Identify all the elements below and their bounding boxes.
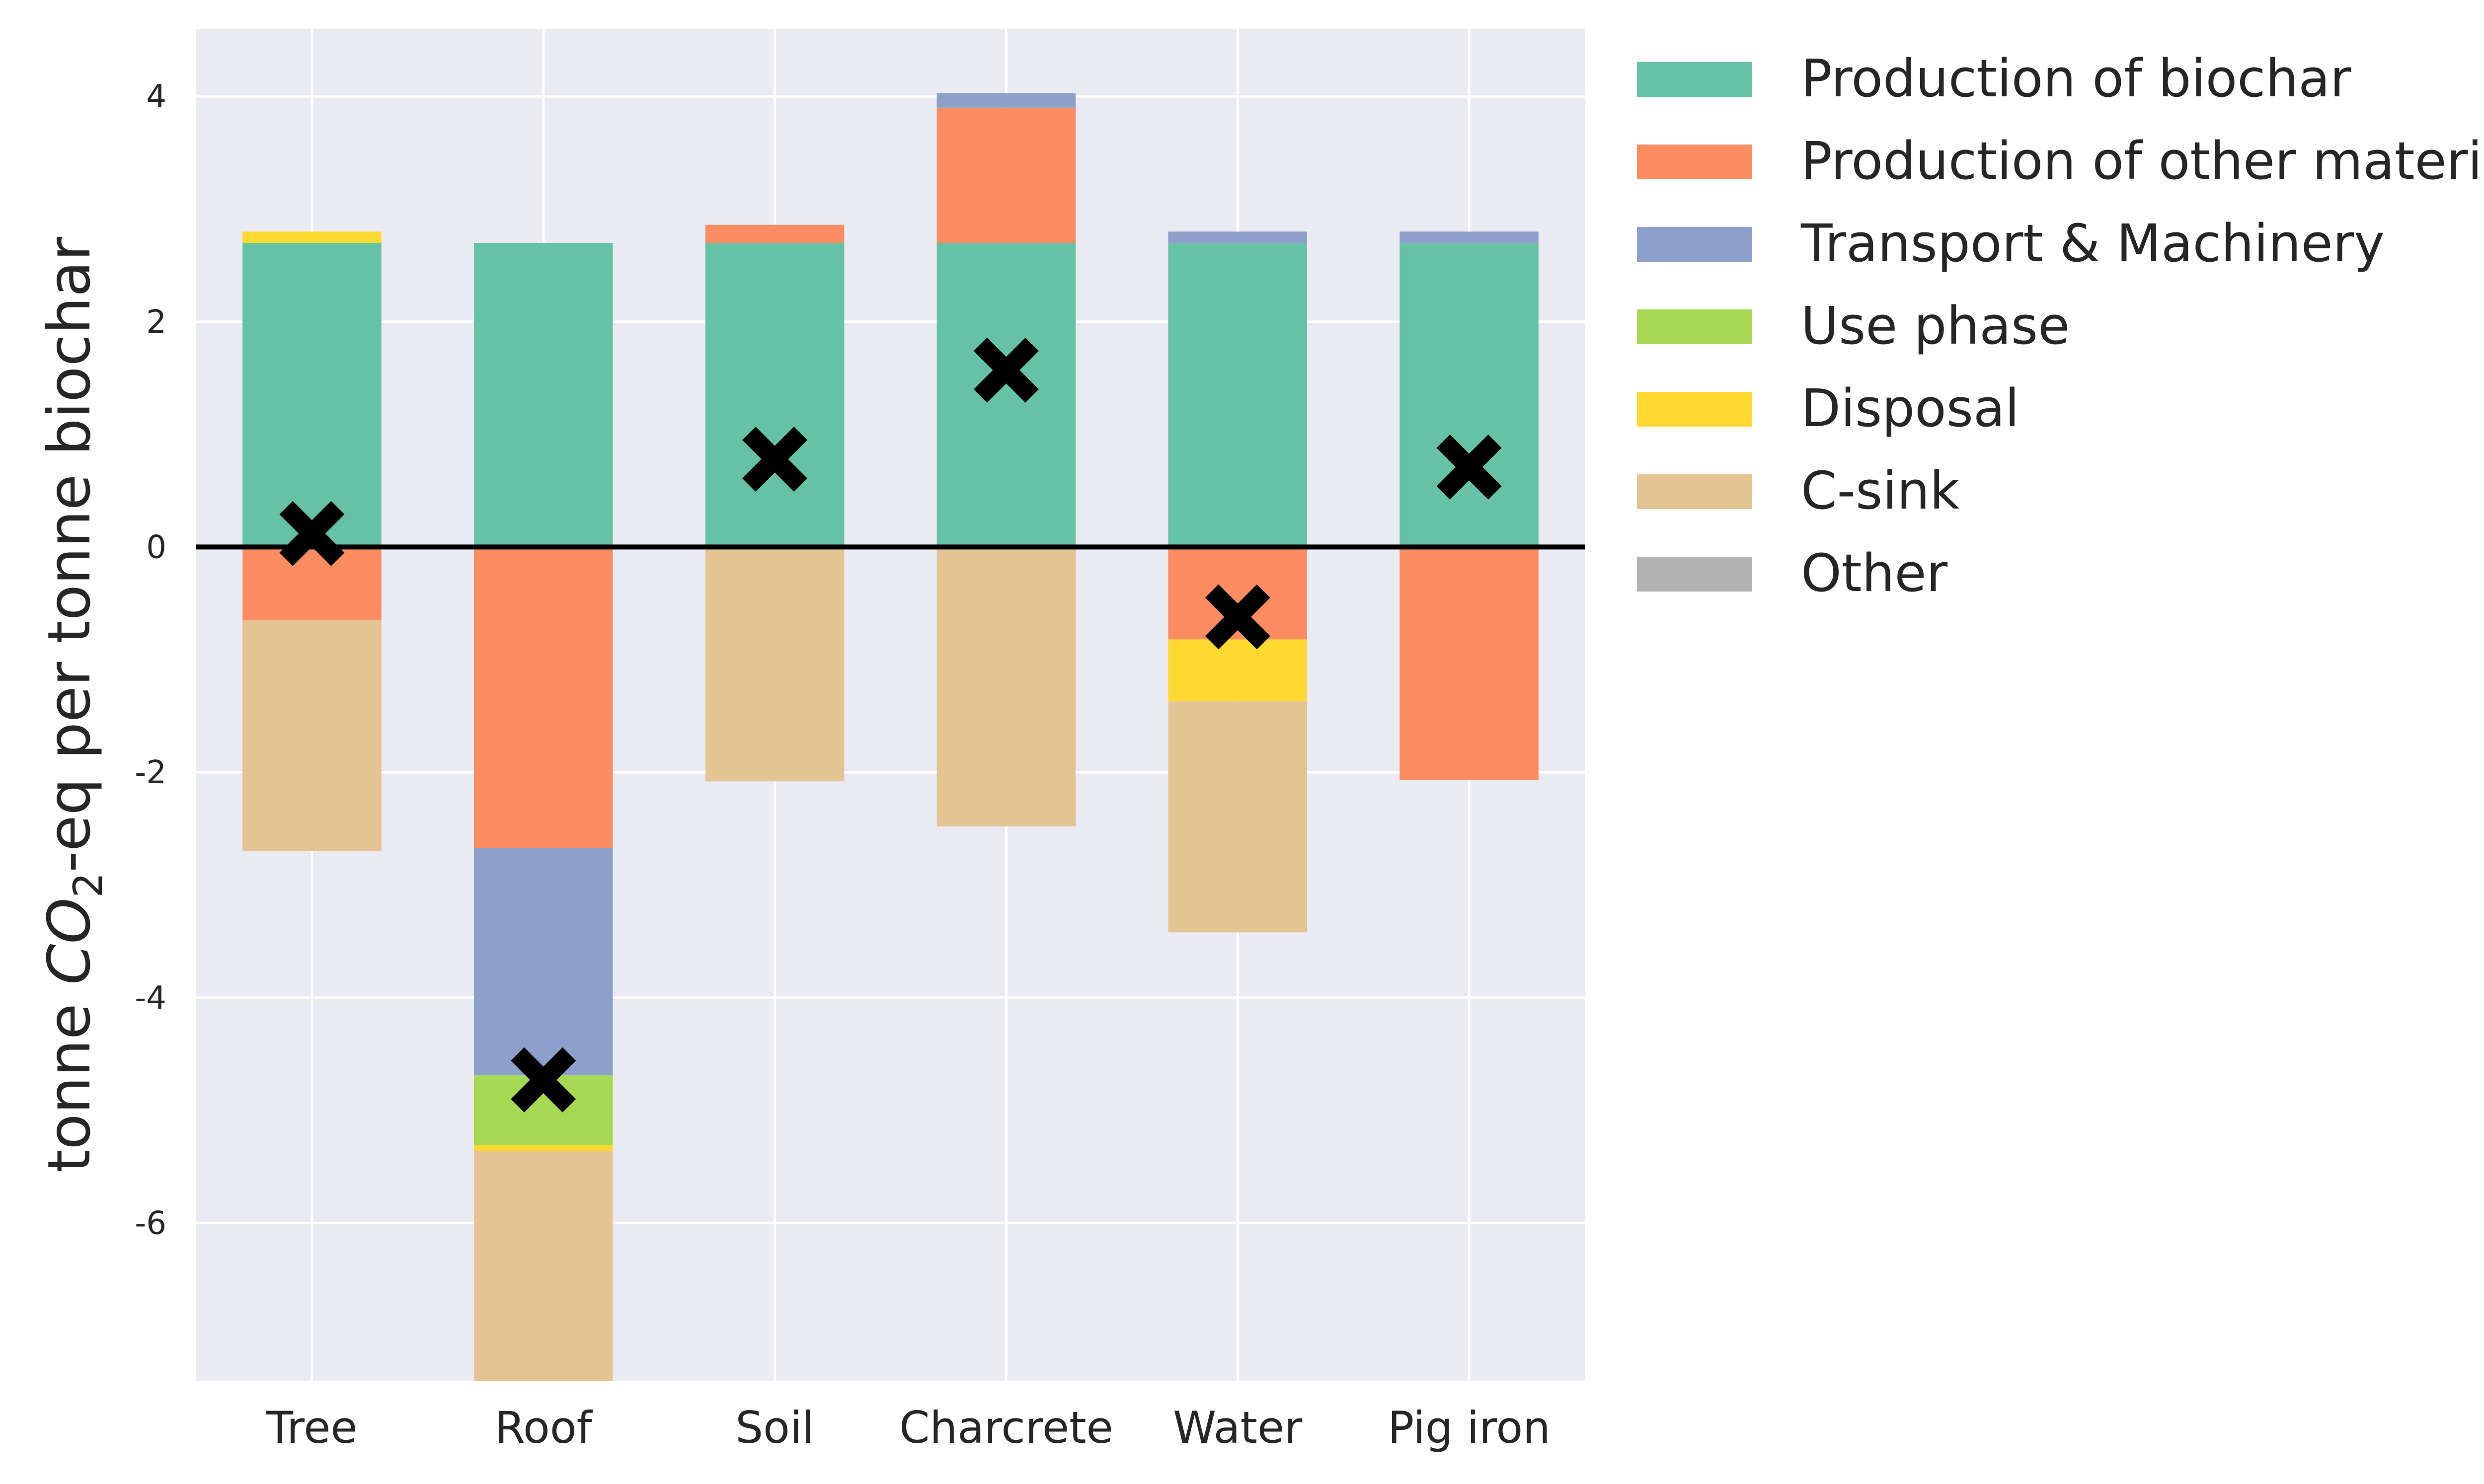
y-tick-label: -2 xyxy=(135,754,166,791)
bars xyxy=(242,93,1539,1381)
bar-segment xyxy=(242,547,382,620)
legend-label: Production of biochar xyxy=(1801,48,2351,109)
legend-swatch xyxy=(1637,62,1752,97)
net-marker xyxy=(511,1047,576,1113)
y-axis-label-suffix: -eq per tonne biochar xyxy=(35,237,103,873)
bar-segment xyxy=(705,547,845,782)
y-tick-label: -6 xyxy=(135,1205,166,1242)
bar-segment xyxy=(474,1145,613,1151)
x-tick-label: Pig iron xyxy=(1388,1402,1551,1453)
legend-item: Transport & Machinery xyxy=(1637,213,2385,274)
bar-segment xyxy=(936,547,1076,826)
legend-item: C-sink xyxy=(1637,460,1959,521)
x-tick-labels: Tree Roof Soil Charcrete Water Pig iron xyxy=(266,1402,1551,1453)
bar-segment xyxy=(936,242,1076,547)
legend-item: Production of other materials xyxy=(1637,131,2484,191)
bar-segment xyxy=(1168,231,1307,243)
net-marker xyxy=(742,427,808,492)
bar-segment xyxy=(936,107,1076,243)
y-tick-label: 2 xyxy=(146,304,166,341)
y-tick-label: 4 xyxy=(146,78,166,115)
legend: Production of biochar Production of other… xyxy=(1637,48,2484,603)
bar-segment xyxy=(474,547,613,848)
bar-segment xyxy=(1168,701,1307,933)
legend-swatch xyxy=(1637,474,1752,509)
legend-item: Other xyxy=(1637,543,1948,603)
bar-segment xyxy=(1168,242,1307,547)
x-tick-label: Charcrete xyxy=(899,1402,1113,1453)
y-axis-label-subscript: 2 xyxy=(65,873,111,898)
bar-segment xyxy=(1399,231,1539,243)
legend-item: Production of biochar xyxy=(1637,48,2351,109)
bar-segment xyxy=(936,93,1076,108)
bar-segment xyxy=(474,242,613,547)
bar-segment xyxy=(1399,547,1539,780)
y-tick-label: -4 xyxy=(135,980,166,1017)
legend-label: Production of other materials xyxy=(1801,131,2484,191)
legend-label: Disposal xyxy=(1801,378,2019,439)
bar-segment xyxy=(242,231,382,243)
legend-swatch xyxy=(1637,557,1752,592)
legend-swatch xyxy=(1637,227,1752,262)
legend-swatch xyxy=(1637,309,1752,344)
bar-segment xyxy=(474,848,613,1076)
plot-background xyxy=(196,29,1585,1381)
legend-label: C-sink xyxy=(1801,460,1959,521)
legend-swatch xyxy=(1637,392,1752,427)
legend-label: Other xyxy=(1801,543,1948,603)
net-marker xyxy=(279,501,345,566)
legend-label: Use phase xyxy=(1801,296,2070,356)
bar-segment xyxy=(242,242,382,547)
legend-label: Transport & Machinery xyxy=(1800,213,2385,274)
x-tick-label: Roof xyxy=(495,1402,593,1453)
legend-item: Disposal xyxy=(1637,378,2019,439)
legend-swatch xyxy=(1637,145,1752,179)
bar-segment xyxy=(705,224,845,243)
x-tick-label: Soil xyxy=(735,1402,814,1453)
y-axis-label-italic: CO xyxy=(35,898,103,985)
x-tick-label: Tree xyxy=(266,1402,357,1453)
bar-segment xyxy=(474,1151,613,1381)
net-marker xyxy=(973,337,1039,403)
net-marker xyxy=(1436,434,1502,500)
legend-item: Use phase xyxy=(1637,296,2070,356)
y-tick-labels: 4 2 0 -2 -4 -6 xyxy=(135,78,166,1242)
y-axis-label: tonne CO2-eq per tonne biochar xyxy=(35,237,111,1173)
bar-segment xyxy=(1399,242,1539,547)
bar-segment xyxy=(705,242,845,547)
bar-segment xyxy=(1168,639,1307,702)
x-tick-label: Water xyxy=(1173,1402,1303,1453)
net-markers xyxy=(279,337,1502,1113)
net-marker xyxy=(1205,584,1270,650)
y-axis-label-prefix: tonne xyxy=(35,985,103,1173)
y-tick-label: 0 xyxy=(146,529,166,566)
bar-segment xyxy=(242,620,382,851)
